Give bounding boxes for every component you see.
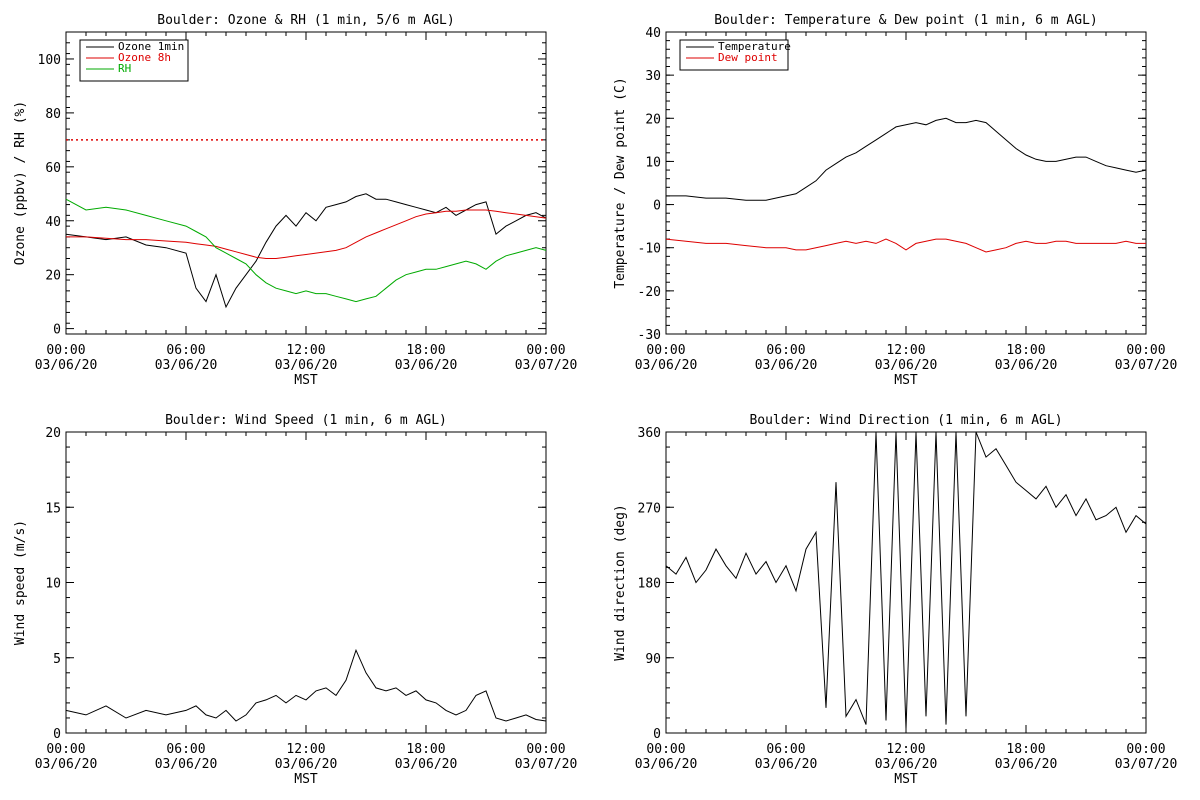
x-tick-date: 03/06/20 bbox=[275, 358, 338, 373]
x-tick-date: 03/07/20 bbox=[1115, 757, 1178, 772]
legend-label: RH bbox=[118, 62, 131, 75]
y-tick-label: 270 bbox=[638, 501, 661, 516]
x-axis-label: MST bbox=[894, 373, 918, 388]
y-axis-label: Ozone (ppbv) / RH (%) bbox=[13, 101, 28, 265]
series-line-rh bbox=[65, 198, 547, 303]
x-tick-date: 03/06/20 bbox=[395, 358, 458, 373]
y-tick-label: 10 bbox=[645, 155, 661, 170]
y-tick-label: 10 bbox=[45, 577, 61, 592]
y-tick-label: 80 bbox=[45, 107, 61, 122]
x-tick-time: 18:00 bbox=[1006, 742, 1045, 757]
x-tick-time: 12:00 bbox=[886, 742, 925, 757]
x-tick-time: 00:00 bbox=[46, 343, 85, 358]
y-tick-label: 40 bbox=[645, 26, 661, 41]
legend-label: Ozone 1min bbox=[118, 40, 184, 53]
y-axis-label: Wind direction (deg) bbox=[613, 504, 628, 661]
legend-label: Temperature bbox=[718, 40, 791, 53]
x-tick-time: 12:00 bbox=[886, 343, 925, 358]
y-tick-label: 15 bbox=[45, 501, 61, 516]
y-tick-label: 20 bbox=[45, 426, 61, 441]
chart-title: Boulder: Wind Direction (1 min, 6 m AGL) bbox=[749, 413, 1062, 428]
x-tick-date: 03/06/20 bbox=[875, 757, 938, 772]
x-tick-time: 00:00 bbox=[526, 343, 565, 358]
x-axis-label: MST bbox=[294, 772, 318, 787]
chart-panel-1: Boulder: Temperature & Dew point (1 min,… bbox=[613, 13, 1177, 388]
y-tick-label: -30 bbox=[638, 328, 661, 343]
chart-panel-2: Boulder: Wind Speed (1 min, 6 m AGL) 0 5 10… bbox=[13, 413, 577, 787]
chart-title: Boulder: Wind Speed (1 min, 6 m AGL) bbox=[165, 413, 447, 428]
x-tick-time: 00:00 bbox=[1126, 742, 1165, 757]
x-tick-time: 00:00 bbox=[1126, 343, 1165, 358]
plot-frame bbox=[665, 431, 1147, 734]
x-tick-time: 06:00 bbox=[166, 343, 205, 358]
series-line-temperature bbox=[666, 117, 1147, 201]
x-tick-time: 12:00 bbox=[286, 742, 325, 757]
x-tick-time: 06:00 bbox=[766, 742, 805, 757]
x-tick-date: 03/06/20 bbox=[995, 358, 1058, 373]
x-tick-date: 03/06/20 bbox=[275, 757, 338, 772]
y-tick-label: 5 bbox=[53, 652, 61, 667]
x-tick-time: 18:00 bbox=[406, 742, 445, 757]
x-tick-date: 03/06/20 bbox=[875, 358, 938, 373]
y-tick-label: -10 bbox=[638, 242, 661, 257]
legend-label: Ozone 8h bbox=[118, 51, 171, 64]
x-tick-time: 12:00 bbox=[286, 343, 325, 358]
legend-label: Dew point bbox=[718, 51, 778, 64]
x-tick-time: 00:00 bbox=[526, 742, 565, 757]
chart-panel-0: Boulder: Ozone & RH (1 min, 5/6 m AGL) 0 2… bbox=[13, 13, 577, 388]
x-tick-date: 03/06/20 bbox=[755, 358, 818, 373]
x-tick-date: 03/06/20 bbox=[155, 757, 218, 772]
y-tick-label: 100 bbox=[38, 53, 61, 68]
chart-panel-3: Boulder: Wind Direction (1 min, 6 m AGL)… bbox=[613, 413, 1177, 787]
x-tick-date: 03/07/20 bbox=[1115, 358, 1178, 373]
x-tick-time: 06:00 bbox=[766, 343, 805, 358]
y-tick-label: 60 bbox=[45, 161, 61, 176]
y-axis-label: Temperature / Dew point (C) bbox=[613, 77, 628, 288]
series-line-ozone-1min bbox=[65, 193, 547, 309]
x-tick-date: 03/06/20 bbox=[635, 358, 698, 373]
x-tick-time: 06:00 bbox=[166, 742, 205, 757]
plot-frame bbox=[65, 431, 547, 734]
x-axis-label: MST bbox=[294, 373, 318, 388]
x-axis-label: MST bbox=[894, 772, 918, 787]
x-tick-time: 00:00 bbox=[646, 343, 685, 358]
x-tick-date: 03/06/20 bbox=[995, 757, 1058, 772]
x-tick-time: 18:00 bbox=[1006, 343, 1045, 358]
legend-box bbox=[679, 39, 789, 71]
x-tick-date: 03/06/20 bbox=[635, 757, 698, 772]
series-line-ozone-8h bbox=[66, 209, 547, 259]
y-tick-label: 0 bbox=[653, 727, 661, 742]
x-tick-date: 03/06/20 bbox=[35, 757, 98, 772]
series-line-0 bbox=[665, 431, 1147, 729]
plot-frame bbox=[665, 31, 1147, 335]
y-tick-label: 20 bbox=[45, 269, 61, 284]
x-tick-date: 03/06/20 bbox=[395, 757, 458, 772]
chart-title: Boulder: Temperature & Dew point (1 min,… bbox=[714, 13, 1098, 28]
y-tick-label: 20 bbox=[645, 112, 661, 127]
y-axis-label: Wind speed (m/s) bbox=[13, 520, 28, 645]
y-tick-label: 180 bbox=[638, 577, 661, 592]
x-tick-date: 03/06/20 bbox=[35, 358, 98, 373]
y-tick-label: 0 bbox=[653, 199, 661, 214]
x-tick-date: 03/06/20 bbox=[755, 757, 818, 772]
y-tick-label: 30 bbox=[645, 69, 661, 84]
y-tick-label: 0 bbox=[53, 323, 61, 338]
y-tick-label: 40 bbox=[45, 215, 61, 230]
series-line-0 bbox=[65, 648, 547, 722]
y-tick-label: 0 bbox=[53, 727, 61, 742]
x-tick-time: 18:00 bbox=[406, 343, 445, 358]
x-tick-date: 03/06/20 bbox=[155, 358, 218, 373]
chart-title: Boulder: Ozone & RH (1 min, 5/6 m AGL) bbox=[157, 13, 454, 28]
y-tick-label: 360 bbox=[638, 426, 661, 441]
x-tick-time: 00:00 bbox=[646, 742, 685, 757]
x-tick-date: 03/07/20 bbox=[515, 757, 578, 772]
y-tick-label: -20 bbox=[638, 285, 661, 300]
x-tick-time: 00:00 bbox=[46, 742, 85, 757]
series-line-dew-point bbox=[665, 238, 1146, 253]
x-tick-date: 03/07/20 bbox=[515, 358, 578, 373]
y-tick-label: 90 bbox=[645, 652, 661, 667]
